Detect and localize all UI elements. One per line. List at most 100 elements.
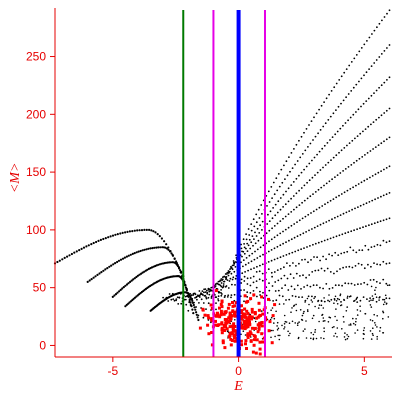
data-point (317, 300, 319, 303)
data-point (121, 257, 125, 260)
data-point (288, 334, 290, 337)
data-point-red (257, 308, 261, 312)
data-point (342, 212, 345, 215)
data-point (378, 22, 381, 25)
data-point (347, 231, 350, 234)
data-point (343, 71, 346, 74)
data-point (323, 184, 325, 187)
data-point (313, 297, 315, 300)
data-point (314, 242, 317, 245)
data-point-red (219, 302, 223, 306)
data-point (284, 178, 286, 181)
data-point (56, 260, 59, 264)
data-point (283, 274, 286, 277)
data-point (343, 251, 346, 254)
data-point (291, 320, 294, 323)
data-point-red (243, 327, 247, 331)
data-point (310, 337, 312, 340)
data-point (299, 309, 302, 311)
data-point (313, 226, 316, 229)
data-point (363, 179, 366, 182)
data-point (111, 295, 114, 298)
data-point (350, 324, 352, 326)
data-point (243, 275, 246, 278)
data-point (244, 271, 247, 273)
y-tick-label: 0 (39, 338, 46, 352)
data-point (300, 318, 303, 321)
data-point (326, 201, 329, 204)
data-point (348, 295, 351, 298)
data-point (352, 322, 355, 325)
data-point (331, 136, 334, 139)
data-point (303, 247, 305, 250)
data-point (261, 272, 264, 275)
data-point-red (245, 309, 249, 313)
data-point (340, 102, 342, 105)
data-point (248, 254, 251, 257)
data-point (316, 256, 318, 259)
data-point (385, 109, 388, 112)
data-point (345, 96, 347, 99)
data-point (184, 286, 188, 289)
data-point (254, 231, 256, 234)
data-point (334, 315, 336, 318)
data-point (282, 217, 284, 220)
data-point (292, 277, 295, 279)
data-point-red (251, 350, 255, 354)
data-point (185, 289, 188, 292)
data-point (242, 330, 245, 333)
data-point (301, 217, 304, 220)
data-point-red (213, 323, 217, 327)
data-point-red (246, 333, 250, 337)
data-point (112, 263, 115, 266)
data-point-red (252, 293, 256, 297)
data-point (327, 321, 330, 323)
data-point (348, 324, 350, 326)
data-point (373, 62, 376, 64)
data-point (370, 65, 373, 67)
data-point-red (218, 306, 221, 310)
data-point (338, 298, 341, 301)
data-point (275, 177, 278, 180)
data-point (386, 47, 388, 49)
data-point (316, 171, 319, 174)
data-point (371, 295, 374, 297)
data-point (317, 307, 320, 309)
data-point (325, 221, 328, 223)
data-point (294, 250, 297, 253)
data-point (359, 305, 361, 308)
data-point (375, 296, 378, 299)
data-point (258, 278, 261, 281)
data-point (284, 320, 287, 323)
data-point (173, 299, 176, 302)
data-point (328, 300, 331, 303)
data-point (336, 327, 339, 329)
data-point (299, 156, 302, 159)
data-point (335, 82, 338, 85)
data-point (250, 241, 253, 244)
data-point (340, 193, 343, 195)
data-point (311, 159, 313, 162)
data-point (244, 334, 247, 336)
data-point (210, 286, 213, 289)
data-point (249, 292, 252, 294)
data-point (205, 296, 208, 298)
data-point (252, 281, 255, 284)
data-point-red (220, 311, 223, 315)
data-point (385, 262, 388, 265)
data-point (375, 300, 378, 303)
data-point (90, 243, 93, 246)
data-point (319, 129, 322, 131)
data-point (383, 112, 386, 114)
data-point-red (210, 343, 214, 347)
data-point (331, 178, 333, 181)
data-point (330, 298, 333, 301)
data-point (290, 184, 293, 187)
data-point (304, 328, 306, 330)
data-point (363, 74, 365, 77)
data-point (388, 107, 391, 110)
data-point (324, 164, 327, 166)
data-point (154, 231, 157, 234)
data-point (227, 274, 230, 277)
data-point (351, 139, 354, 142)
